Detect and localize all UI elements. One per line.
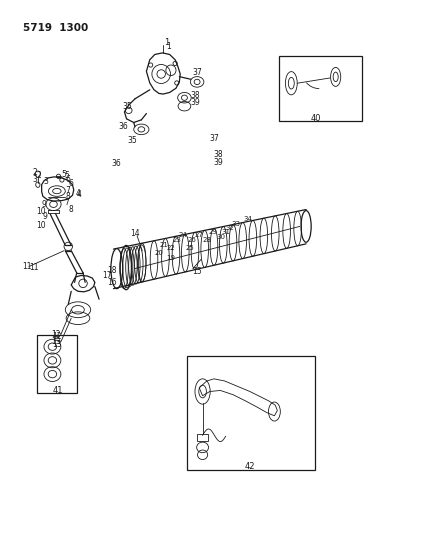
Text: 34: 34 [244, 216, 253, 222]
Text: 38: 38 [213, 150, 223, 159]
Text: 13: 13 [51, 337, 61, 346]
Text: 11: 11 [22, 262, 31, 271]
Text: 35: 35 [122, 102, 132, 111]
Bar [279, 55, 362, 122]
Text: 41: 41 [53, 386, 63, 395]
Text: 19: 19 [166, 255, 175, 261]
Text: 5: 5 [64, 171, 69, 180]
Text: 3: 3 [33, 175, 37, 184]
Text: 10: 10 [36, 207, 45, 216]
Text: 5719  1300: 5719 1300 [23, 23, 88, 33]
Text: 35: 35 [128, 136, 137, 146]
Text: 2: 2 [36, 171, 42, 180]
Text: 8: 8 [68, 205, 73, 214]
Text: 6: 6 [68, 179, 73, 188]
Text: 36: 36 [118, 122, 128, 131]
Text: 5: 5 [61, 169, 66, 179]
Text: 24: 24 [178, 232, 187, 238]
Text: 11: 11 [29, 263, 39, 272]
Text: 25: 25 [185, 245, 194, 251]
Text: 7: 7 [65, 185, 70, 195]
Text: 30: 30 [216, 234, 225, 240]
Text: 39: 39 [191, 99, 200, 108]
Text: 4: 4 [77, 190, 82, 199]
Text: 9: 9 [43, 213, 48, 221]
Text: 37: 37 [192, 68, 202, 77]
Text: 38: 38 [191, 91, 200, 100]
Text: 18: 18 [107, 266, 117, 275]
Text: 12: 12 [53, 332, 62, 341]
Text: 29: 29 [209, 229, 218, 235]
Text: 31: 31 [222, 229, 231, 235]
Text: 13: 13 [53, 340, 62, 349]
Bar [36, 335, 77, 393]
Text: 12: 12 [51, 329, 61, 338]
Text: 39: 39 [213, 158, 223, 167]
Text: 10: 10 [36, 221, 45, 230]
Text: 36: 36 [112, 159, 122, 168]
Text: 14: 14 [131, 229, 140, 238]
Text: 4: 4 [75, 189, 80, 198]
Text: 1: 1 [166, 42, 171, 51]
Text: 33: 33 [232, 221, 241, 227]
Text: 2: 2 [33, 168, 37, 177]
Text: 20: 20 [155, 250, 164, 256]
Text: 9: 9 [42, 200, 47, 209]
Text: 26: 26 [188, 237, 197, 243]
Text: 15: 15 [192, 267, 202, 276]
Text: 28: 28 [202, 237, 211, 243]
Text: 22: 22 [166, 245, 175, 251]
Text: 42: 42 [244, 463, 255, 471]
Text: 21: 21 [160, 243, 169, 248]
Text: 17: 17 [102, 271, 112, 280]
Text: 16: 16 [107, 278, 117, 287]
Text: 3: 3 [43, 176, 48, 185]
Text: 27: 27 [195, 232, 204, 238]
Text: 37: 37 [209, 134, 219, 143]
Text: 23: 23 [172, 237, 181, 243]
Bar [187, 356, 315, 470]
Text: 1: 1 [164, 38, 169, 47]
Text: 8: 8 [65, 192, 70, 201]
Text: 32: 32 [226, 225, 235, 231]
Text: 40: 40 [310, 114, 321, 123]
Text: 7: 7 [64, 198, 69, 207]
Text: 6: 6 [65, 175, 70, 184]
